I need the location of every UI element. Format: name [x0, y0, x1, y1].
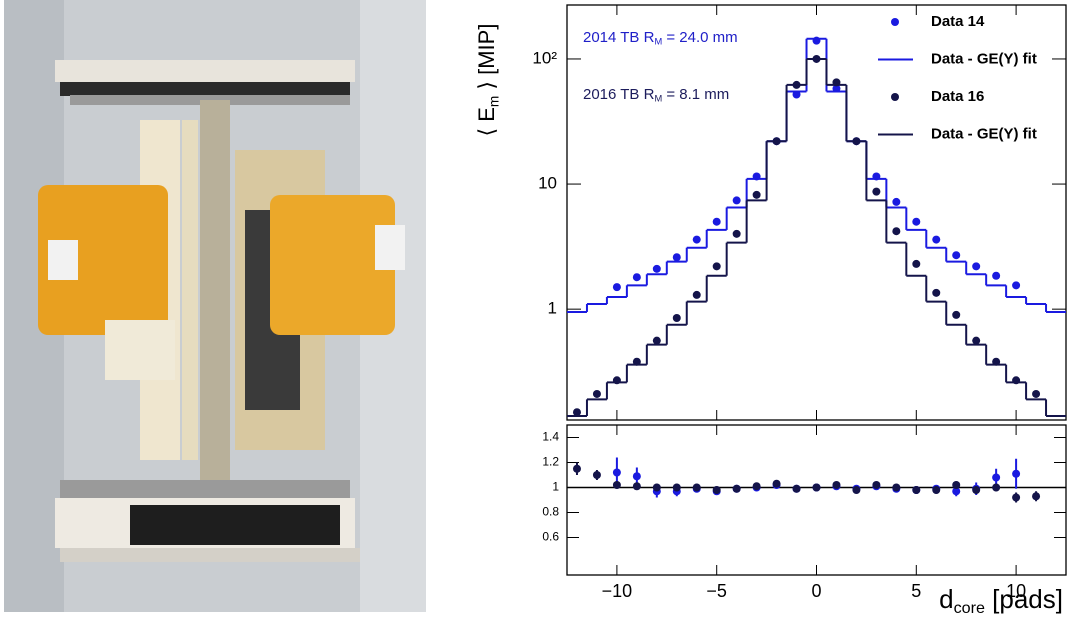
detector-photo [4, 0, 426, 612]
ratio-point [912, 486, 921, 494]
ratio-point [612, 468, 621, 477]
label-part: 2014 TB R [583, 29, 655, 46]
ratio-point [1032, 492, 1041, 501]
data-point [952, 310, 961, 319]
data-point [912, 217, 921, 226]
data-point [592, 389, 601, 398]
ratio-point [1012, 469, 1021, 478]
ratio-point [972, 486, 981, 494]
ratio-point [592, 471, 601, 479]
ratio-point [932, 486, 941, 494]
ratio-point [692, 483, 701, 492]
label-part: d [939, 584, 953, 614]
label: 2016 TB RM = 8.1 mm [583, 86, 729, 104]
y-tick-label: 0.8 [542, 505, 559, 519]
y-tick-label: 1.2 [542, 455, 559, 469]
ratio-point [632, 472, 641, 481]
ratio-point [992, 473, 1001, 482]
data-point [692, 290, 701, 299]
data-point [932, 235, 941, 244]
legend-label: Data - GE(Y) fit [931, 125, 1037, 142]
data-point [952, 251, 961, 260]
subscript: core [954, 599, 985, 617]
data-point [972, 262, 981, 271]
data-point [932, 288, 941, 297]
label: dcore [pads] [939, 584, 1063, 617]
legend-marker [891, 18, 899, 26]
ratio-point [752, 482, 761, 491]
ratio-point [672, 483, 681, 492]
ratio-point [952, 487, 961, 496]
y-tick-label: 10 [538, 174, 557, 193]
label-part: ⟩ [MIP] [474, 24, 499, 96]
ratio-point [712, 486, 721, 494]
data-point [892, 227, 901, 236]
ratio-point [632, 482, 641, 491]
data-point [792, 90, 801, 99]
data-point [972, 336, 981, 345]
x-tick-label: 10 [1006, 581, 1026, 601]
y-tick-label: 0.6 [542, 530, 559, 544]
data-point [732, 229, 741, 238]
ratio-point [872, 481, 881, 489]
x-tick-label: 0 [811, 581, 821, 601]
ratio-point [852, 486, 861, 494]
data-point [872, 187, 881, 196]
data-point [632, 273, 641, 282]
data-point [672, 313, 681, 322]
data-point [672, 253, 681, 262]
label-part: = 24.0 mm [662, 29, 737, 46]
subscript: M [654, 37, 662, 47]
ratio-point [732, 484, 741, 493]
ratio-point [892, 483, 901, 492]
label: ⟨ Em ⟩ [MIP] [474, 24, 501, 137]
ratio-point [992, 483, 1001, 492]
data-point [892, 197, 901, 206]
label-part: [pads] [985, 584, 1063, 614]
x-tick-label: −5 [706, 581, 727, 601]
x-tick-label: −10 [602, 581, 633, 601]
data-point [712, 262, 721, 271]
x-tick-label: 5 [911, 581, 921, 601]
ratio-point [832, 481, 841, 489]
data-point [1032, 389, 1041, 398]
ratio-point [952, 481, 961, 489]
label-part: ⟨ E [474, 107, 499, 136]
ratio-point [772, 479, 781, 488]
ratio-frame [566, 424, 1067, 576]
ratio-point [572, 464, 581, 473]
y-tick-label: 1 [552, 480, 559, 494]
data-point [612, 283, 621, 292]
label: 2014 TB RM = 24.0 mm [583, 29, 738, 47]
legend-marker [891, 93, 899, 101]
legend-label: Data - GE(Y) fit [931, 50, 1037, 67]
y-tick-label: 1 [548, 299, 557, 318]
ratio-point [1012, 493, 1021, 502]
data-point [992, 271, 1001, 280]
y-tick-label: 1.4 [542, 430, 559, 444]
data-point [1012, 281, 1021, 290]
ratio-point [652, 483, 661, 492]
data-point [712, 217, 721, 226]
subscript: m [486, 96, 501, 107]
data-point [912, 259, 921, 268]
legend-label: Data 14 [931, 13, 985, 30]
data-point [652, 336, 661, 345]
ratio-point [812, 483, 821, 492]
data-point [572, 408, 581, 417]
ratio-point [612, 481, 621, 489]
data-point [652, 264, 661, 273]
data-point [732, 196, 741, 205]
subscript: M [654, 94, 662, 104]
legend-label: Data 16 [931, 88, 984, 105]
y-tick-label: 10² [532, 48, 557, 67]
data-point [752, 190, 761, 199]
label-part: 2016 TB R [583, 86, 655, 103]
label-part: = 8.1 mm [662, 86, 729, 103]
ratio-point [792, 484, 801, 493]
data-point [692, 235, 701, 244]
